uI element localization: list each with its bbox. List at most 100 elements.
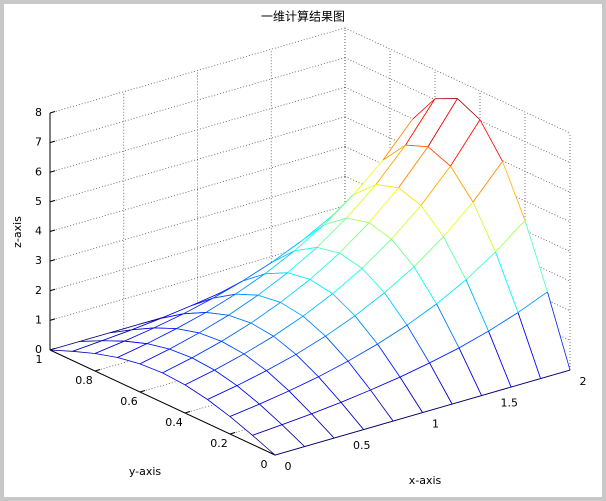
z-tick-label: 1 [35,313,42,326]
mesh-edge [479,119,503,162]
z-tick-label: 7 [35,136,42,149]
z-tick [49,140,56,144]
mesh-edge [242,273,266,282]
mesh-face [346,184,399,223]
mesh-edge [405,98,436,146]
mesh-edge [422,403,453,413]
z-tick [49,199,56,203]
mesh-edge [252,424,283,436]
mesh-edge [49,341,80,351]
mesh-face [450,119,503,203]
mesh-face [518,291,570,379]
mesh-face [370,377,423,421]
mesh-edge [264,272,288,275]
mesh-edge [139,348,170,365]
mesh-edge [169,332,200,350]
mesh-edge [450,119,481,167]
mesh-edge [101,329,132,342]
mesh-edge [547,291,571,371]
mesh-edge [399,362,430,378]
mesh-face [102,327,154,342]
mesh-edge [382,119,413,161]
mesh-edge [465,251,496,281]
mesh-edge [304,437,335,447]
mesh-face [325,315,378,362]
mesh-edge [368,222,392,240]
mesh-edge [191,357,215,371]
mesh-edge [413,236,444,268]
mesh-edge [398,146,429,189]
mesh-face [429,347,482,404]
mesh-edge [259,403,283,426]
mesh-edge [406,325,430,364]
mesh-face [369,187,421,240]
z-tick [49,288,56,292]
mesh-face [289,376,341,414]
mesh-edge [250,322,274,337]
y-tick-label: 0.2 [210,437,228,450]
mesh-edge [316,246,340,254]
mesh-face [192,341,244,371]
mesh-edge [94,340,125,354]
mesh-edge [176,328,200,334]
mesh-edge [288,390,312,415]
mesh-edge [502,161,526,221]
mesh-face [362,239,414,293]
mesh-face [348,344,400,391]
mesh-edge [318,360,349,378]
mesh-edge [176,312,207,330]
mesh-edge [495,251,519,313]
mesh-edge [323,194,354,226]
grid-line [49,205,346,292]
grid-line [49,57,346,144]
mesh-edge [131,318,162,331]
mesh-edge [229,403,260,417]
mesh-edge [309,279,333,295]
z-tick [49,318,56,321]
mesh-edge [333,429,364,439]
mesh-edge [384,292,408,326]
z-tick-label: 3 [35,254,42,267]
mesh-edge [443,236,467,280]
mesh-face [488,312,541,387]
mesh-edge [205,293,236,313]
mesh-face [258,272,310,303]
mesh-face [79,329,132,342]
mesh-edge [517,291,548,313]
mesh-edge [162,372,186,386]
mesh-face [95,341,147,358]
mesh-face [221,323,274,354]
mesh-edge [427,98,458,147]
mesh-edge [524,220,548,293]
mesh-edge [94,353,118,358]
y-axis-line [49,349,276,456]
mesh-edge [281,413,312,426]
mesh-face [398,146,451,206]
mesh-face [414,236,466,304]
mesh-edge [288,376,319,392]
mesh-edge [117,357,141,365]
mesh-edge [436,303,460,349]
mesh-edge [281,424,305,447]
mesh-edge [198,314,229,334]
mesh-face [311,402,364,438]
mesh-face [131,313,184,330]
x-tick-label: 0.5 [353,439,371,452]
mesh-face [376,145,428,188]
mesh-face [436,279,489,348]
mesh-edge [287,272,311,280]
mesh-edge [405,144,429,148]
mesh-edge [49,349,73,352]
mesh-edge [391,238,415,268]
mesh-edge [412,98,436,120]
mesh-edge [212,293,236,299]
mesh-edge [235,273,266,295]
mesh-edge [79,332,110,342]
mesh-edge [205,312,229,316]
mesh-edge [257,294,281,303]
mesh-edge [353,184,377,196]
mesh-face [183,294,236,314]
mesh-face [459,331,511,396]
grid-line [49,146,346,232]
mesh-edge [399,376,423,413]
